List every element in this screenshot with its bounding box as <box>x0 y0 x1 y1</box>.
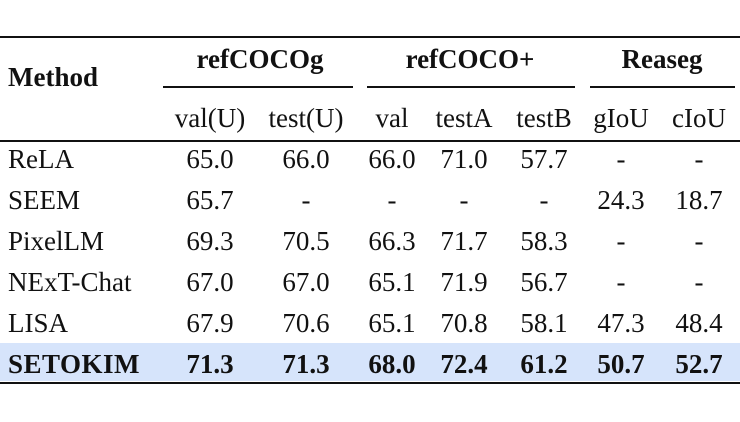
table-cell: 65.0 <box>186 144 234 174</box>
table-cell: 67.0 <box>282 267 330 297</box>
table-cell: 67.0 <box>186 267 234 297</box>
table-cell: 57.7 <box>520 144 568 174</box>
table-cell: - <box>694 226 704 256</box>
table-cell: 24.3 <box>597 185 645 215</box>
table-cell: - <box>459 185 469 215</box>
table-cell: - <box>616 226 626 256</box>
table-cell: 58.3 <box>520 226 568 256</box>
group-rule-reaseg <box>590 86 735 88</box>
table-cell: 69.3 <box>186 226 234 256</box>
table-cell: 68.0 <box>368 349 416 379</box>
table-cell: - <box>694 267 704 297</box>
row-method-label: NExT-Chat <box>8 267 132 297</box>
group-rule-refcocog <box>163 86 353 88</box>
table-cell: 58.1 <box>520 308 568 338</box>
table-cell: 52.7 <box>675 349 723 379</box>
subheader-giou: gIoU <box>593 103 649 133</box>
table-cell: 61.2 <box>520 349 568 379</box>
subheader-val-u: val(U) <box>174 103 246 133</box>
group-header-refcocoplus: refCOCO+ <box>405 44 535 74</box>
group-header-refcocog: refCOCOg <box>196 44 324 74</box>
table-cell: 18.7 <box>675 185 723 215</box>
table-cell: 71.3 <box>186 349 234 379</box>
table-cell: 71.0 <box>440 144 488 174</box>
row-method-label: PixelLM <box>8 226 105 256</box>
subheader-test-u: test(U) <box>268 103 344 133</box>
table-cell: 70.6 <box>282 308 330 338</box>
row-method-label: ReLA <box>8 144 74 174</box>
table-cell: 56.7 <box>520 267 568 297</box>
table-cell: 71.3 <box>282 349 330 379</box>
top-rule <box>0 36 740 38</box>
table-cell: 71.9 <box>440 267 488 297</box>
bottom-rule <box>0 382 740 384</box>
table-cell: 48.4 <box>675 308 723 338</box>
table-cell: 50.7 <box>597 349 645 379</box>
table-cell: 66.3 <box>368 226 416 256</box>
table-cell: - <box>616 267 626 297</box>
table-cell: 72.4 <box>440 349 488 379</box>
subheader-val: val <box>375 103 409 133</box>
group-rule-refcocoplus <box>367 86 575 88</box>
table-cell: - <box>539 185 549 215</box>
row-method-label: SETOKIM <box>8 349 141 379</box>
row-method-label: LISA <box>8 308 68 338</box>
table-cell: 65.1 <box>368 308 416 338</box>
subheader-testa: testA <box>435 103 493 133</box>
row-method-label: SEEM <box>8 185 81 215</box>
table-cell: 66.0 <box>368 144 416 174</box>
table-cell: 71.7 <box>440 226 488 256</box>
table-cell: 65.7 <box>186 185 234 215</box>
table-cell: 70.5 <box>282 226 330 256</box>
subheader-ciou: cIoU <box>672 103 726 133</box>
table-cell: - <box>301 185 311 215</box>
method-header: Method <box>8 62 98 92</box>
table-cell: - <box>387 185 397 215</box>
header-rule <box>0 140 740 142</box>
table-cell: 70.8 <box>440 308 488 338</box>
subheader-testb: testB <box>516 103 572 133</box>
table-cell: - <box>616 144 626 174</box>
table-cell: 66.0 <box>282 144 330 174</box>
highlight-row-band <box>0 343 740 381</box>
group-header-reaseg: Reaseg <box>621 44 703 74</box>
table-cell: 47.3 <box>597 308 645 338</box>
table-cell: 65.1 <box>368 267 416 297</box>
table-cell: - <box>694 144 704 174</box>
table-cell: 67.9 <box>186 308 234 338</box>
